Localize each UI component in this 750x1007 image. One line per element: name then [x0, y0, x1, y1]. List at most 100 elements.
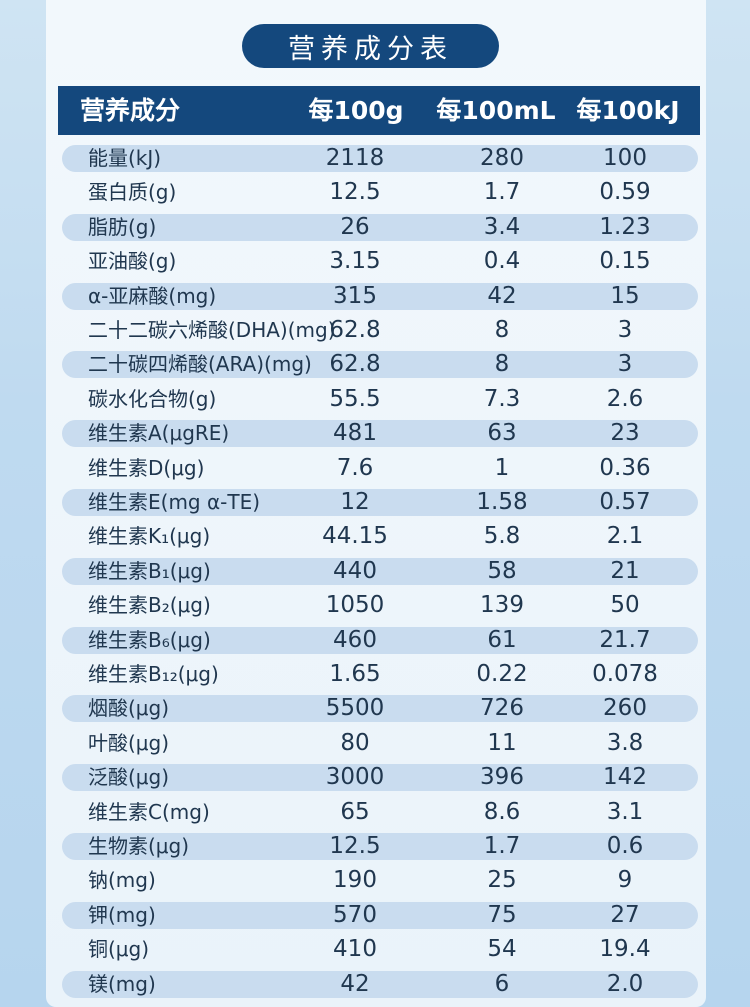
value-per-100g: 1050 — [325, 592, 385, 619]
table-row: 维生素B₂(μg) 1050 139 50 — [0, 589, 750, 619]
nutrient-name: 泛酸(μg) — [88, 765, 170, 790]
table-row: 维生素B₁₂(μg) 1.65 0.22 0.078 — [0, 658, 750, 688]
value-per-100kj: 50 — [610, 592, 640, 619]
nutrient-name: 维生素D(μg) — [88, 455, 205, 480]
value-per-100g: 12.5 — [329, 833, 381, 859]
value-per-100ml: 8 — [494, 351, 510, 378]
value-per-100ml: 75 — [487, 901, 517, 928]
value-per-100g: 55.5 — [329, 385, 381, 412]
table-row: 铜(μg) 410 54 19.4 — [0, 933, 750, 963]
value-per-100ml: 5.8 — [483, 523, 521, 550]
value-per-100ml: 11 — [487, 729, 517, 756]
value-per-100kj: 21.7 — [599, 626, 651, 653]
value-per-100kj: 3.8 — [606, 729, 644, 756]
value-per-100kj: 0.36 — [599, 454, 651, 481]
table-row: α-亚麻酸(mg) 315 42 15 — [0, 280, 750, 310]
value-per-100g: 44.15 — [322, 523, 388, 550]
value-per-100kj: 15 — [610, 282, 640, 309]
nutrient-name: 烟酸(μg) — [88, 696, 170, 721]
value-per-100ml: 280 — [480, 145, 524, 171]
row-stripe — [62, 970, 698, 998]
row-stripe — [62, 351, 698, 379]
value-per-100g: 3000 — [325, 764, 385, 791]
value-per-100g: 460 — [333, 626, 377, 653]
value-per-100g: 3.15 — [329, 248, 381, 275]
value-per-100g: 5500 — [325, 695, 385, 722]
nutrient-name: 镁(mg) — [88, 971, 156, 996]
value-per-100g: 7.6 — [336, 454, 374, 481]
value-per-100g: 410 — [333, 936, 377, 963]
value-per-100ml: 8.6 — [483, 798, 521, 825]
header-per-100ml: 每100mL — [436, 96, 556, 125]
nutrient-name: 维生素E(mg α-TE) — [88, 490, 261, 514]
value-per-100kj: 23 — [610, 420, 640, 447]
row-stripe — [62, 833, 698, 860]
value-per-100ml: 726 — [480, 695, 524, 722]
value-per-100ml: 7.3 — [483, 385, 521, 412]
value-per-100kj: 2.0 — [606, 970, 644, 997]
nutrient-name: 能量(kJ) — [88, 146, 162, 170]
value-per-100ml: 0.4 — [483, 248, 521, 275]
table-row: 二十碳四烯酸(ARA)(mg) 62.8 8 3 — [0, 348, 750, 379]
table-row: 脂肪(g) 26 3.4 1.23 — [0, 211, 750, 241]
value-per-100g: 12 — [340, 489, 370, 515]
table-row: 蛋白质(g) 12.5 1.7 0.59 — [0, 176, 750, 206]
value-per-100ml: 54 — [487, 936, 517, 963]
value-per-100g: 65 — [340, 798, 370, 825]
row-stripe — [62, 901, 698, 929]
value-per-100ml: 58 — [487, 557, 517, 584]
value-per-100g: 315 — [333, 282, 377, 309]
value-per-100g: 62.8 — [329, 317, 381, 343]
value-per-100kj: 3 — [617, 351, 633, 378]
value-per-100kj: 2.6 — [606, 385, 644, 412]
nutrient-name: 钠(mg) — [88, 868, 156, 893]
nutrient-name: 维生素B₂(μg) — [88, 593, 211, 618]
row-stripe — [62, 282, 698, 310]
value-per-100ml: 0.22 — [476, 661, 528, 687]
nutrient-name: 生物素(μg) — [88, 834, 190, 858]
value-per-100ml: 1 — [494, 454, 510, 481]
value-per-100g: 62.8 — [329, 351, 381, 378]
table-row: 叶酸(μg) 80 11 3.8 — [0, 727, 750, 757]
table-row: 碳水化合物(g) 55.5 7.3 2.6 — [0, 383, 750, 413]
row-stripe — [62, 213, 698, 241]
value-per-100kj: 3 — [617, 317, 633, 343]
value-per-100g: 12.5 — [329, 179, 381, 206]
value-per-100ml: 139 — [480, 592, 524, 619]
table-header: 营养成分 每100g 每100mL 每100kJ — [58, 86, 700, 135]
table-row: 生物素(μg) 12.5 1.7 0.6 — [0, 830, 750, 860]
table-row: 维生素B₆(μg) 460 61 21.7 — [0, 624, 750, 654]
nutrient-name: α-亚麻酸(mg) — [88, 283, 217, 308]
nutrient-name: 二十二碳六烯酸(DHA)(mg) — [88, 318, 336, 342]
value-per-100ml: 1.7 — [483, 833, 521, 859]
value-per-100kj: 0.59 — [599, 179, 651, 206]
table-row: 维生素D(μg) 7.6 1 0.36 — [0, 452, 750, 482]
value-per-100ml: 396 — [480, 764, 524, 791]
value-per-100kj: 9 — [617, 867, 633, 894]
nutrient-name: 维生素B₁₂(μg) — [88, 662, 219, 686]
table-row: 维生素A(μgRE) 481 63 23 — [0, 417, 750, 448]
value-per-100kj: 142 — [603, 764, 647, 791]
row-stripe — [62, 764, 698, 792]
table-row: 镁(mg) 42 6 2.0 — [0, 968, 750, 998]
value-per-100kj: 100 — [603, 145, 647, 171]
header-per-100kj: 每100kJ — [576, 96, 680, 125]
table-row: 能量(kJ) 2118 280 100 — [0, 142, 750, 172]
table-row: 维生素K₁(μg) 44.15 5.8 2.1 — [0, 520, 750, 550]
value-per-100kj: 2.1 — [606, 523, 644, 550]
table-row: 钠(mg) 190 25 9 — [0, 864, 750, 894]
nutrient-name: 脂肪(g) — [88, 214, 157, 239]
value-per-100g: 26 — [340, 213, 370, 240]
value-per-100kj: 1.23 — [599, 213, 651, 240]
table-row: 钾(mg) 570 75 27 — [0, 899, 750, 929]
header-per-100g: 每100g — [308, 96, 404, 125]
nutrient-name: 蛋白质(g) — [88, 180, 177, 205]
nutrient-name: 维生素A(μgRE) — [88, 421, 230, 446]
value-per-100g: 440 — [333, 557, 377, 584]
value-per-100g: 2118 — [325, 145, 385, 171]
value-per-100ml: 63 — [487, 420, 517, 447]
value-per-100g: 42 — [340, 970, 370, 997]
nutrient-name: 维生素C(mg) — [88, 799, 210, 824]
nutrient-name: 维生素K₁(μg) — [88, 524, 211, 549]
value-per-100kj: 3.1 — [606, 798, 644, 825]
